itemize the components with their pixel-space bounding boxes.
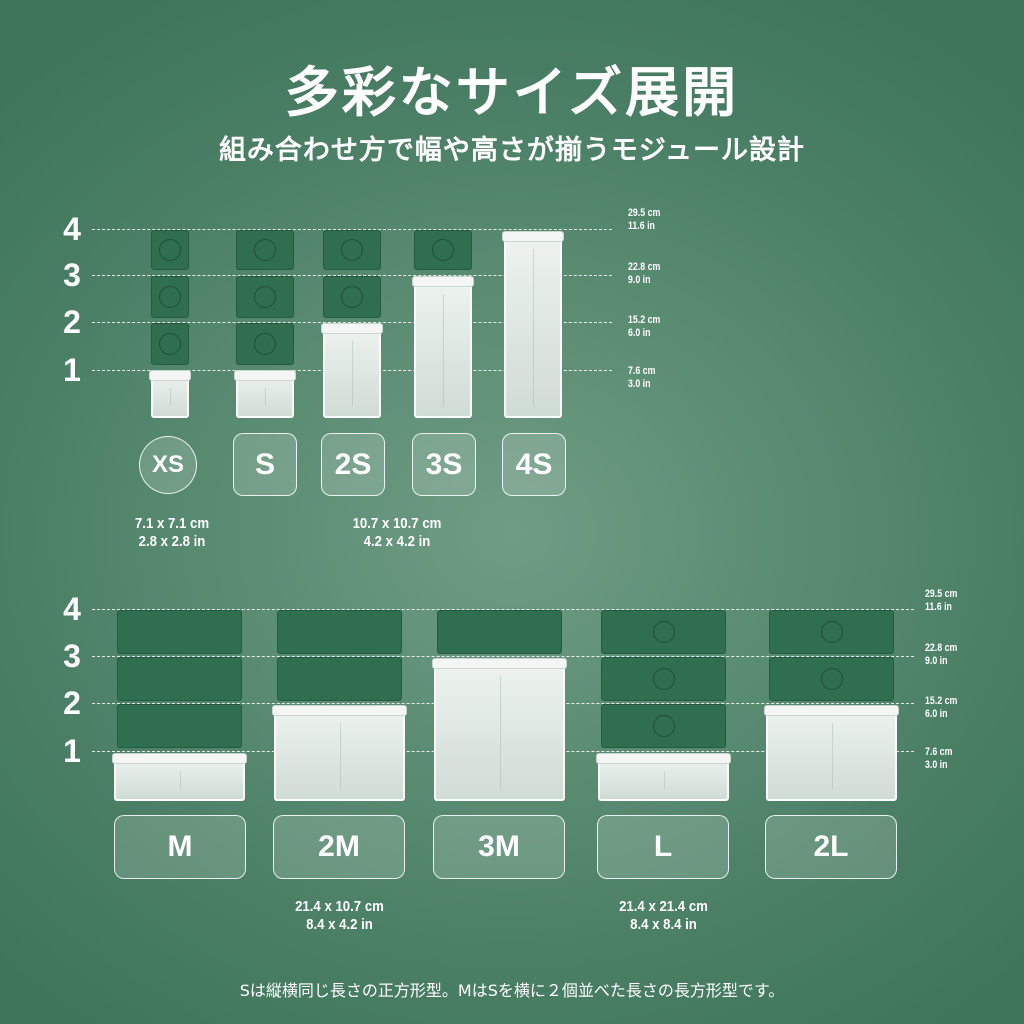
footnote: Sは縦横同じ長さの正方形型。MはSを横に２個並べた長さの長方形型です。 (239, 981, 785, 1000)
level-number-4: 4 (63, 211, 81, 247)
container-2s (321, 323, 383, 418)
page-title: 多彩なサイズ展開 (284, 61, 740, 124)
level-guide (92, 275, 612, 276)
height-label-3: 22.8 cm 9.0 in (925, 642, 958, 667)
container-m (112, 753, 247, 801)
lid-stack-2m (277, 610, 402, 654)
lid-stack-l (601, 610, 726, 654)
size-label-2s: 2S (321, 433, 385, 496)
size-label-4s: 4S (502, 433, 566, 496)
spec-m-series: 21.4 x 10.7 cm 8.4 x 4.2 in (295, 898, 384, 933)
lid-stack-m (117, 657, 242, 701)
lid-stack-2s (323, 276, 381, 318)
size-label-s: S (233, 433, 297, 496)
lid-stack-2m (277, 657, 402, 701)
container-3m (432, 658, 567, 801)
lid-stack-l (601, 704, 726, 748)
lid-stack-xs (151, 276, 189, 318)
lid-stack-l (601, 657, 726, 701)
spec-s-series: 10.7 x 10.7 cm 4.2 x 4.2 in (352, 515, 442, 550)
level-number-2: 2 (63, 304, 81, 340)
level-number-3: 3 (63, 257, 81, 293)
size-label-3m: 3M (433, 815, 565, 879)
spec-xs: 7.1 x 7.1 cm 2.8 x 2.8 in (134, 515, 210, 550)
lid-stack-2l (769, 610, 894, 654)
container-2l (764, 705, 899, 801)
level-guide (92, 656, 914, 657)
height-label-1: 7.6 cm 3.0 in (628, 365, 656, 390)
container-l (596, 753, 731, 801)
size-label-xs: XS (139, 436, 197, 494)
lid-stack-s (236, 230, 294, 270)
container-2m (272, 705, 407, 801)
size-label-2m: 2M (273, 815, 405, 879)
page-subtitle: 組み合わせ方で幅や高さが揃うモジュール設計 (218, 135, 806, 166)
level-number-1: 1 (63, 352, 81, 388)
lid-stack-s (236, 276, 294, 318)
container-3s (412, 276, 474, 418)
height-label-4: 29.5 cm 11.6 in (925, 588, 958, 613)
level-number-2: 2 (63, 685, 81, 721)
height-label-1: 7.6 cm 3.0 in (925, 746, 953, 771)
level-guide (92, 322, 612, 323)
level-number-1: 1 (63, 733, 81, 769)
height-label-2: 15.2 cm 6.0 in (628, 314, 661, 339)
size-label-l: L (597, 815, 729, 879)
height-label-2: 15.2 cm 6.0 in (925, 695, 958, 720)
level-guide (92, 229, 612, 230)
spec-l-series: 21.4 x 21.4 cm 8.4 x 8.4 in (619, 898, 708, 933)
lid-stack-3s (414, 230, 472, 270)
lid-stack-s (236, 323, 294, 365)
level-number-4: 4 (63, 591, 81, 627)
lid-stack-2s (323, 230, 381, 270)
lid-stack-m (117, 610, 242, 654)
size-label-3s: 3S (412, 433, 476, 496)
lid-stack-3m (437, 610, 562, 654)
lid-stack-2l (769, 657, 894, 701)
lid-stack-xs (151, 230, 189, 270)
lid-stack-xs (151, 323, 189, 365)
lid-stack-m (117, 704, 242, 748)
height-label-4: 29.5 cm 11.6 in (628, 207, 661, 232)
height-label-3: 22.8 cm 9.0 in (628, 261, 661, 286)
container-xs (149, 370, 191, 418)
size-label-2l: 2L (765, 815, 897, 879)
container-s (234, 370, 296, 418)
size-label-m: M (114, 815, 246, 879)
level-guide (92, 609, 914, 610)
container-4s (502, 231, 564, 418)
level-number-3: 3 (63, 638, 81, 674)
